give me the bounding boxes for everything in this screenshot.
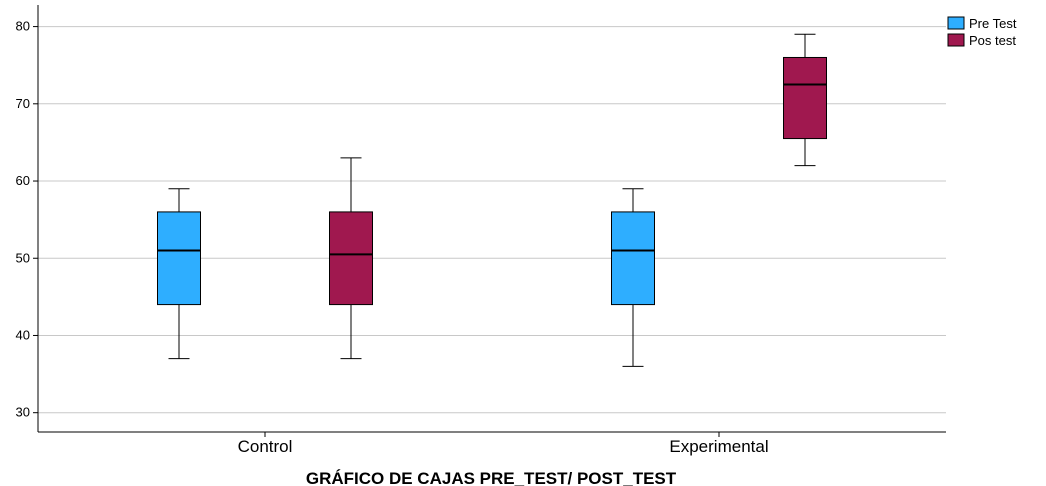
axes [37, 5, 946, 433]
y-axis-ticks: 30 40 50 60 70 80 [16, 19, 38, 420]
box-pre-test [611, 188, 655, 367]
y-tick-label: 80 [16, 19, 30, 34]
x-category-label: Control [238, 437, 293, 456]
legend-swatch [947, 16, 965, 30]
box-pre-test [157, 188, 201, 360]
box-plot-series [157, 33, 827, 367]
box-pos-test [783, 33, 827, 167]
y-tick-label: 50 [16, 250, 30, 265]
y-tick-label: 40 [16, 327, 30, 342]
box-pos-test [329, 157, 373, 360]
legend-swatch [947, 33, 965, 47]
y-tick-label: 70 [16, 96, 30, 111]
y-tick-label: 60 [16, 173, 30, 188]
legend: Pre Test Pos test [947, 16, 1017, 48]
iqr-box [783, 56, 827, 140]
y-tick-label: 30 [16, 405, 30, 420]
legend-label: Pos test [969, 33, 1016, 48]
x-category-label: Experimental [669, 437, 768, 456]
iqr-box [329, 211, 373, 306]
iqr-box [611, 211, 655, 306]
iqr-box [157, 211, 201, 306]
x-axis-categories: Control Experimental [238, 432, 769, 456]
legend-label: Pre Test [969, 16, 1017, 31]
x-axis-title: GRÁFICO DE CAJAS PRE_TEST/ POST_TEST [306, 469, 677, 486]
